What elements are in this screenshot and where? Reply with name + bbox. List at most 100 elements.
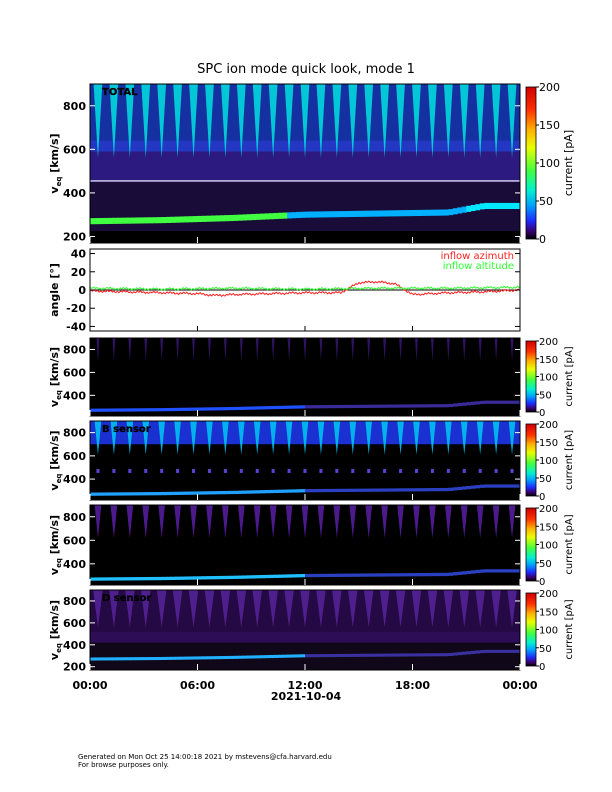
velocity-sweep-plume: [348, 590, 358, 628]
proton-beam-segment: [497, 569, 503, 573]
y-tick-label: 400: [63, 558, 86, 571]
proton-beam-segment: [479, 400, 485, 405]
proton-beam-segment: [452, 403, 458, 407]
proton-beam-segment: [309, 405, 315, 409]
proton-beam-segment: [175, 491, 180, 495]
velocity-sweep-plume: [126, 505, 134, 538]
colorbar-gradient: [525, 340, 537, 413]
proton-beam-segment: [390, 488, 395, 492]
proton-beam-segment: [161, 576, 167, 581]
proton-beam-segment: [412, 404, 418, 408]
velocity-sweep-plume: [316, 84, 326, 159]
velocity-sweep-plume: [443, 84, 453, 159]
colorbar-tick-label: 100: [539, 157, 560, 170]
proton-beam-segment: [125, 577, 131, 581]
velocity-sweep-plume: [446, 338, 450, 361]
proton-beam-segment: [139, 492, 145, 496]
proton-beam-segment: [188, 576, 194, 580]
colorbar-tick-label: 150: [539, 522, 558, 533]
velocity-sweep-plume: [268, 84, 278, 159]
proton-beam-segment: [201, 576, 207, 580]
colorbar-tick-label: 150: [539, 119, 560, 132]
panel-label: D sensor: [102, 593, 151, 604]
proton-beam-segment: [452, 572, 458, 576]
proton-beam-segment: [381, 573, 387, 577]
proton-beam-segment: [479, 203, 485, 210]
velocity-sweep-plume: [255, 338, 259, 361]
proton-beam-segment: [219, 656, 225, 660]
proton-beam-segment: [201, 407, 207, 411]
proton-beam-segment: [116, 408, 122, 412]
velocity-sweep-plume: [395, 590, 406, 628]
proton-beam-segment: [94, 492, 100, 496]
proton-beam-segment: [345, 653, 351, 657]
proton-beam-segment: [264, 655, 270, 659]
proton-beam-segment: [349, 488, 355, 492]
velocity-sweep-plume: [174, 421, 181, 455]
proton-beam-segment: [94, 577, 100, 581]
colorbar-label: current [pA]: [564, 514, 575, 574]
proton-beam-segment: [390, 404, 395, 408]
proton-beam-segment: [358, 573, 364, 577]
colorbar-tick-label: 50: [539, 195, 553, 208]
proton-beam-segment: [318, 573, 324, 578]
velocity-sweep-plume: [269, 421, 277, 455]
velocity-sweep-plume: [397, 421, 404, 455]
spectrogram-dot: [303, 468, 307, 473]
velocity-sweep-plume: [222, 421, 229, 455]
proton-beam-segment: [511, 569, 516, 573]
proton-beam-segment: [318, 405, 324, 409]
proton-beam-segment: [157, 576, 163, 581]
velocity-sweep-plume: [189, 84, 198, 159]
proton-beam-segment: [170, 216, 176, 223]
proton-beam-segment: [376, 210, 382, 217]
proton-beam-segment: [439, 572, 445, 577]
proton-beam-segment: [484, 202, 490, 210]
proton-beam-segment: [497, 202, 503, 210]
proton-beam-segment: [170, 656, 176, 660]
velocity-sweep-plume: [236, 84, 246, 159]
proton-beam-segment: [439, 209, 445, 216]
velocity-sweep-plume: [411, 590, 422, 628]
colorbar-tick-label: 100: [539, 373, 558, 384]
proton-beam-segment: [354, 653, 360, 657]
proton-beam-segment: [255, 406, 261, 410]
proton-beam-segment: [340, 653, 346, 657]
colorbar-tick-label: 0: [539, 233, 546, 246]
proton-beam-segment: [385, 404, 391, 408]
proton-beam-segment: [224, 490, 230, 495]
y-tick-label: 400: [63, 187, 86, 200]
colorbar-tick-label: 0: [539, 492, 545, 503]
velocity-sweep-plume: [128, 338, 132, 361]
proton-beam-segment: [511, 484, 516, 488]
velocity-sweep-plume: [363, 590, 374, 628]
proton-beam-segment: [372, 210, 378, 217]
proton-beam-segment: [439, 653, 445, 657]
proton-beam-segment: [296, 211, 301, 219]
proton-beam-segment: [260, 574, 266, 579]
proton-beam-segment: [152, 217, 158, 224]
velocity-sweep-plume: [236, 590, 247, 628]
proton-beam-segment: [318, 654, 324, 658]
proton-beam-segment: [322, 488, 328, 493]
proton-beam-segment: [228, 214, 234, 222]
y-tick-label: -20: [66, 302, 86, 315]
angle-series-line: [89, 280, 521, 297]
colorbar-label: current [pA]: [564, 599, 575, 659]
proton-beam-segment: [367, 488, 373, 492]
velocity-sweep-plume: [141, 84, 151, 159]
x-tick-label: 18:00: [395, 679, 430, 692]
proton-beam-segment: [175, 407, 180, 412]
proton-beam-segment: [116, 577, 122, 581]
proton-beam-segment: [296, 405, 301, 409]
proton-beam-segment: [107, 408, 113, 412]
proton-beam-segment: [246, 490, 252, 494]
proton-beam-segment: [372, 573, 378, 577]
proton-beam-segment: [242, 490, 248, 494]
spectrogram-dot: [430, 468, 434, 473]
proton-beam-segment: [184, 216, 189, 223]
proton-beam-segment: [166, 491, 172, 496]
proton-beam-segment: [448, 209, 454, 216]
y-tick-label: 800: [63, 427, 86, 440]
